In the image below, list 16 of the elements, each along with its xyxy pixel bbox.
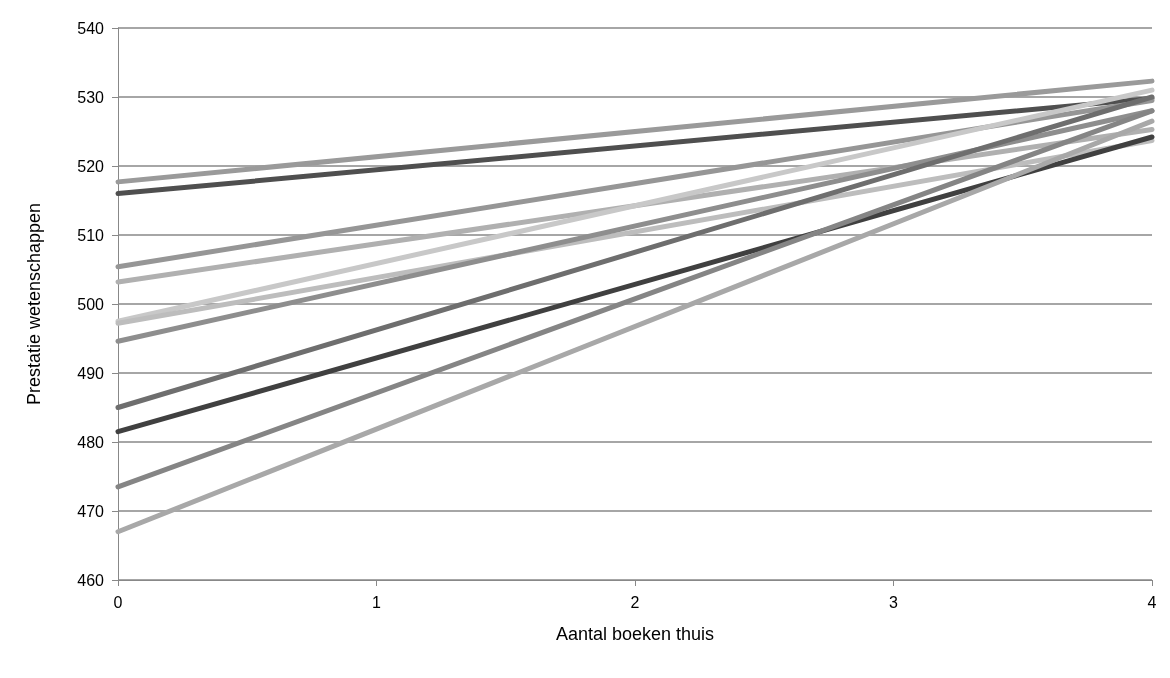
y-tick-label: 470 [77,502,105,520]
y-tick-label: 460 [77,571,105,589]
y-tick-label: 490 [77,364,105,382]
x-tick-label: 1 [372,593,382,611]
x-axis-title: Aantal boeken thuis [555,624,715,644]
y-tick-label: 530 [77,88,105,106]
y-tick-label: 500 [77,295,105,313]
x-tick-label: 2 [630,593,640,611]
y-tick-label: 510 [77,226,105,244]
y-axis-title: Prestatie wetenschappen [24,202,44,406]
y-tick-label: 520 [77,157,105,175]
y-tick-label: 480 [77,433,105,451]
y-tick-label: 540 [77,19,105,37]
x-tick-label: 3 [889,593,899,611]
x-tick-label: 4 [1147,593,1157,611]
x-tick-label: 0 [113,593,123,611]
